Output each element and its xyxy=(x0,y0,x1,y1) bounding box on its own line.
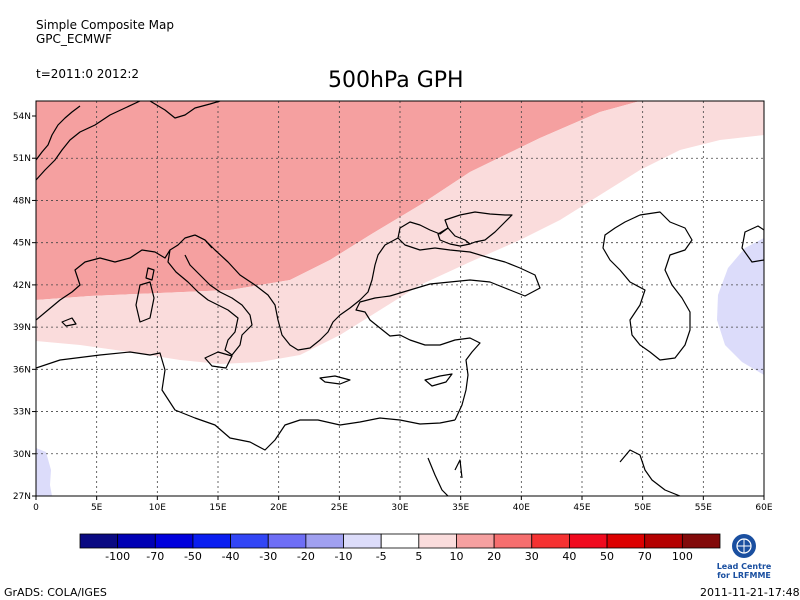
colorbar-swatch xyxy=(456,533,495,549)
colorbar-swatch xyxy=(531,533,570,549)
logo-text-line2: for LRFMME xyxy=(717,571,771,580)
colorbar-swatch xyxy=(493,533,533,549)
lat-tick-label: 33N xyxy=(13,408,31,418)
colorbar-swatch xyxy=(154,533,194,549)
colorbar-swatch xyxy=(606,533,646,549)
lat-tick-label: 45N xyxy=(13,239,31,249)
colorbar-label: -40 xyxy=(222,550,240,563)
colorbar-label: -20 xyxy=(297,550,315,563)
colorbar-swatch xyxy=(681,533,721,549)
colorbar-swatch xyxy=(79,533,119,549)
colorbar-swatch xyxy=(569,533,608,549)
colorbar-swatch xyxy=(418,533,457,549)
time-label: t=2011:0 2012:2 xyxy=(36,67,140,81)
lat-tick-label: 42N xyxy=(13,281,31,291)
colorbar-label: -30 xyxy=(259,550,277,563)
colorbar-swatch xyxy=(230,533,269,549)
lon-tick-label: 0 xyxy=(33,503,39,513)
footer-software: GrADS: COLA/IGES xyxy=(4,586,107,599)
colorbar-label: 20 xyxy=(487,550,501,563)
colorbar-label: 30 xyxy=(525,550,539,563)
colorbar-swatch xyxy=(117,533,156,549)
colorbar-swatch xyxy=(305,533,344,549)
anomaly-patch-negative-east xyxy=(717,238,764,375)
latitude-axis: 54N 51N 48N 45N 42N 39N 36N 33N 30N 27N xyxy=(13,112,36,502)
lat-tick-label: 39N xyxy=(13,323,31,333)
colorbar-label: -100 xyxy=(105,550,130,563)
colorbar-label: 40 xyxy=(562,550,576,563)
lon-tick-label: 25E xyxy=(331,503,348,513)
colorbar-swatch xyxy=(267,533,307,549)
lat-tick-label: 36N xyxy=(13,365,31,375)
lon-tick-label: 55E xyxy=(695,503,712,513)
anomaly-patch-negative-southwest xyxy=(36,448,52,496)
lon-tick-label: 45E xyxy=(573,503,590,513)
grid-lines xyxy=(36,101,764,496)
lat-tick-label: 54N xyxy=(13,112,31,122)
footer-timestamp: 2011-11-21-17:48 xyxy=(700,586,800,599)
lon-tick-label: 50E xyxy=(634,503,651,513)
wmo-logo-icon xyxy=(732,534,756,558)
colorbar-label: 50 xyxy=(600,550,614,563)
logo-text-line1: Lead Centre xyxy=(717,562,772,571)
colorbar-swatch xyxy=(343,533,382,549)
lat-tick-label: 30N xyxy=(13,450,31,460)
lon-tick-label: 40E xyxy=(513,503,530,513)
lon-tick-label: 15E xyxy=(209,503,226,513)
lon-tick-label: 60E xyxy=(755,503,772,513)
lon-tick-label: 35E xyxy=(452,503,469,513)
coastlines xyxy=(36,101,764,496)
colorbar-label: -70 xyxy=(146,550,164,563)
colorbar: -100 -70 -50 -40 -30 -20 -10 -5 5 10 20 30 40 50 70 100 xyxy=(79,533,721,563)
longitude-axis: 0 5E 10E 15E 20E 25E 30E 35E 40E 45E 50E 55E 60E xyxy=(33,496,773,513)
colorbar-label: 70 xyxy=(638,550,652,563)
lat-tick-label: 48N xyxy=(13,196,31,206)
lon-tick-label: 5E xyxy=(91,503,103,513)
lon-tick-label: 20E xyxy=(270,503,287,513)
main-title: 500hPa GPH xyxy=(328,68,464,93)
lon-tick-label: 30E xyxy=(391,503,408,513)
colorbar-label: 5 xyxy=(415,550,422,563)
colorbar-swatch xyxy=(380,533,420,549)
colorbar-swatch xyxy=(644,533,683,549)
colorbar-label: 100 xyxy=(672,550,693,563)
lat-tick-label: 51N xyxy=(13,154,31,164)
colorbar-label: -10 xyxy=(335,550,353,563)
colorbar-swatch xyxy=(192,533,231,549)
lat-tick-label: 27N xyxy=(13,492,31,502)
colorbar-label: -50 xyxy=(184,550,202,563)
colorbar-label: -5 xyxy=(376,550,387,563)
map-subtitle: GPC_ECMWF xyxy=(36,32,112,46)
lon-tick-label: 10E xyxy=(149,503,166,513)
map-title: Simple Composite Map xyxy=(36,18,174,32)
colorbar-label: 10 xyxy=(449,550,463,563)
